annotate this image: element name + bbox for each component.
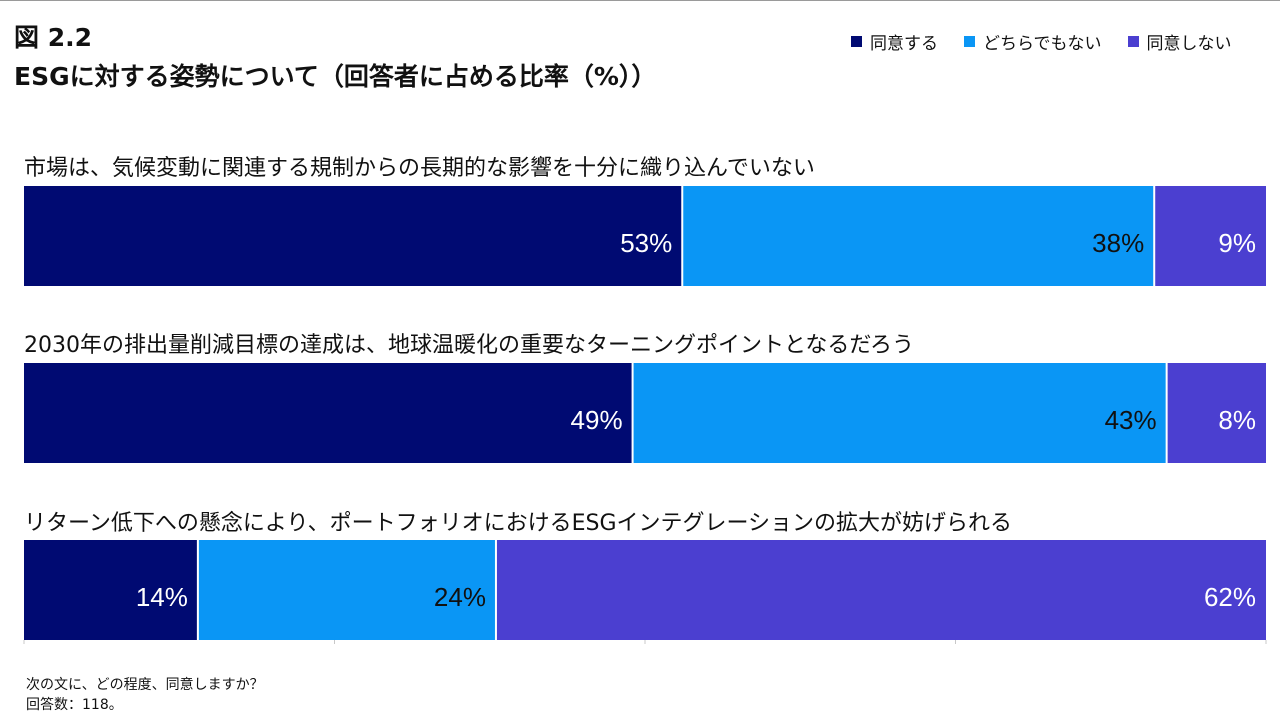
data-label-disagree-2: 8% [1218,405,1256,435]
data-label-agree-2: 49% [571,405,623,435]
data-label-agree-1: 53% [620,228,672,258]
bar-neutral-3 [197,540,496,640]
legend-item-agree: 同意する [851,29,938,54]
bar-disagree-3 [495,540,1267,640]
bar-disagree-2 [1166,363,1266,463]
legend-label-neutral: どちらでもない [983,34,1102,54]
bar-agree-3 [24,540,198,640]
data-label-neutral-2: 43% [1105,405,1157,435]
chart-title: ESGに対する姿勢について（回答者に占める比率（%）） [14,62,657,91]
legend-swatch-agree [851,36,862,47]
category-label-2: 2030年の排出量削減目標の達成は、地球温暖化の重要なターニングポイントとなるだ… [24,333,914,358]
bar-neutral-2 [632,363,1167,463]
legend-item-disagree: 同意しない [1127,29,1232,54]
figure-number: 図 2.2 [14,23,92,52]
bar-agree-2 [24,363,633,463]
bar-agree-1 [24,186,683,286]
legend: 同意する どちらでもない 同意しない [851,29,1232,54]
data-label-neutral-1: 38% [1092,228,1144,258]
bar-disagree-1 [1154,186,1266,286]
category-label-3: リターン低下への懸念により、ポートフォリオにおけるESGインテグレーションの拡大… [24,511,1012,536]
legend-swatch-disagree [1127,36,1139,47]
bar-neutral-1 [682,186,1155,286]
data-label-neutral-3: 24% [434,582,486,612]
footnote-question: 次の文に、どの程度、同意しますか？ [26,677,264,693]
legend-label-disagree: 同意しない [1146,34,1232,54]
legend-item-neutral: どちらでもない [964,29,1102,54]
data-label-agree-3: 14% [136,582,188,612]
category-label-1: 市場は、気候変動に関連する規制からの長期的な影響を十分に織り込んでいない [24,156,815,181]
top-rule [0,0,1280,1]
data-label-disagree-1: 9% [1218,228,1256,258]
footnote-respondents: 回答数：118。 [26,697,123,713]
data-label-disagree-3: 62% [1204,582,1256,612]
legend-label-agree: 同意する [870,34,938,54]
legend-swatch-neutral [964,36,975,47]
